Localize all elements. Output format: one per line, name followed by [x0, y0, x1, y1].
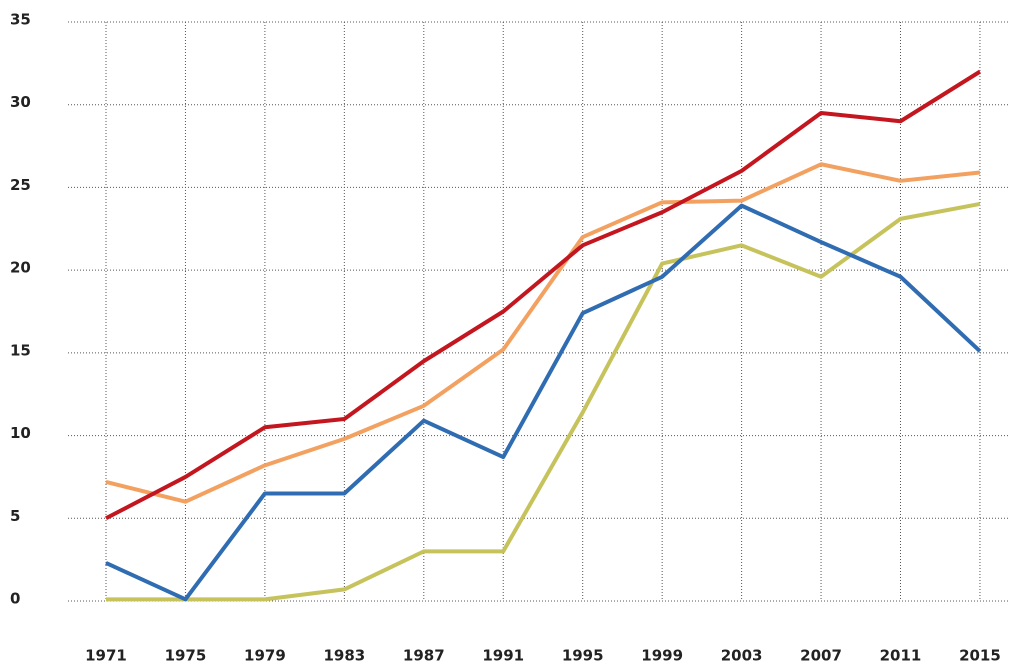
y-tick-label: 5: [10, 507, 20, 525]
x-tick-label: 1987: [403, 647, 445, 664]
series-line: [105, 69, 982, 521]
x-tick-label: 1995: [562, 647, 604, 664]
x-tick-label: 1971: [85, 647, 127, 664]
y-tick-label: 25: [10, 176, 31, 194]
y-tick-label: 35: [10, 11, 31, 29]
x-tick-label: 1983: [323, 647, 365, 664]
y-tick-label: 30: [10, 93, 31, 111]
x-tick-label: 1991: [482, 647, 524, 664]
y-tick-label: 20: [10, 259, 31, 277]
x-tick-label: 2015: [959, 647, 1001, 664]
y-tick-label: 15: [10, 341, 31, 359]
x-tick-label: 1975: [165, 647, 207, 664]
series-line: [105, 162, 981, 504]
series-line: [105, 203, 982, 602]
y-tick-label: 10: [10, 424, 31, 442]
x-tick-label: 2003: [721, 647, 763, 664]
y-tick-label: 0: [10, 590, 20, 608]
series-line: [106, 202, 981, 602]
x-tick-label: 1999: [641, 647, 683, 664]
x-tick-label: 1979: [244, 647, 286, 664]
x-tick-label: 2011: [880, 647, 922, 664]
x-tick-label: 2007: [800, 647, 842, 664]
